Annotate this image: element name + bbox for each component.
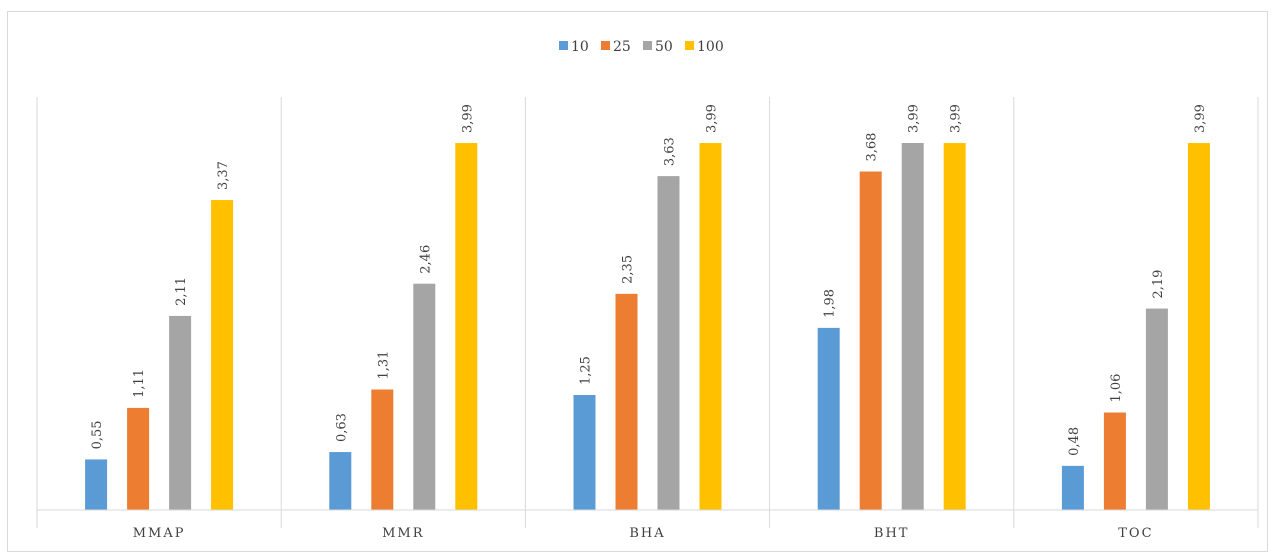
- data-label-toc-100: 3,99: [1193, 104, 1208, 133]
- bar-bht-100: [943, 143, 966, 510]
- data-label-bht-10: 1,98: [823, 289, 838, 318]
- bar-mmr-50: [413, 283, 436, 510]
- category-separators: [36, 97, 1259, 528]
- data-label-toc-25: 1,06: [1109, 374, 1124, 403]
- data-label-mmap-100: 3,37: [216, 161, 231, 190]
- data-label-bht-25: 3,68: [865, 133, 880, 162]
- data-label-bha-100: 3,99: [705, 104, 720, 133]
- category-label-bha: BHA: [629, 526, 665, 541]
- bar-mmap-100: [211, 200, 234, 510]
- legend-swatch: [685, 41, 694, 50]
- bar-mmr-100: [455, 143, 478, 510]
- bar-toc-25: [1103, 412, 1126, 510]
- legend-item-25: 25: [601, 39, 631, 55]
- data-label-toc-10: 0,48: [1067, 427, 1082, 456]
- bar-chart: 10 25 50 100 0,55 1,11 2,11 3,37 0,63 1,31 2,46 3,…: [36, 39, 1259, 541]
- legend-label: 50: [655, 39, 673, 55]
- category-labels: MMAP MMR BHA BHT TOC: [133, 526, 1153, 541]
- bar-bha-25: [615, 293, 638, 510]
- legend-item-100: 100: [685, 39, 724, 55]
- bar-toc-50: [1145, 308, 1168, 510]
- bar-bht-10: [817, 327, 840, 510]
- legend-item-10: 10: [559, 39, 589, 55]
- bar-bha-10: [573, 395, 596, 510]
- data-labels: 0,55 1,11 2,11 3,37 0,63 1,31 2,46 3,99 1,25 2,35…: [90, 104, 1208, 456]
- bar-mmap-10: [85, 459, 108, 510]
- bar-mmap-50: [169, 315, 192, 510]
- legend-swatch: [601, 41, 610, 50]
- category-label-mmr: MMR: [382, 526, 424, 541]
- data-label-toc-50: 2,19: [1151, 270, 1166, 299]
- data-label-bha-10: 1,25: [579, 356, 594, 385]
- legend-swatch: [559, 41, 568, 50]
- legend-item-50: 50: [643, 39, 673, 55]
- data-label-bha-50: 3,63: [663, 137, 678, 166]
- bar-mmr-25: [371, 389, 394, 510]
- bar-bha-100: [699, 143, 722, 510]
- bar-mmap-25: [127, 407, 150, 510]
- data-label-mmap-10: 0,55: [90, 420, 105, 449]
- category-label-mmap: MMAP: [133, 526, 186, 541]
- bar-bht-50: [901, 143, 924, 510]
- data-label-mmr-50: 2,46: [418, 245, 433, 274]
- data-label-mmr-10: 0,63: [334, 413, 349, 442]
- data-label-mmr-100: 3,99: [460, 104, 475, 133]
- bar-toc-10: [1061, 465, 1084, 510]
- legend: 10 25 50 100: [559, 39, 724, 55]
- legend-label: 25: [613, 39, 631, 55]
- bar-mmr-10: [329, 452, 352, 510]
- legend-swatch: [643, 41, 652, 50]
- category-label-bht: BHT: [874, 526, 910, 541]
- chart-frame: 10 25 50 100 0,55 1,11 2,11 3,37 0,63 1,31 2,46 3,…: [7, 11, 1268, 552]
- bar-toc-100: [1187, 143, 1210, 510]
- bar-bha-50: [657, 176, 680, 510]
- legend-label: 10: [571, 39, 589, 55]
- data-label-bha-25: 2,35: [621, 255, 636, 284]
- legend-label: 100: [697, 39, 724, 55]
- data-label-mmr-25: 1,31: [376, 351, 391, 380]
- data-label-bht-100: 3,99: [949, 104, 964, 133]
- data-label-mmap-50: 2,11: [174, 277, 189, 306]
- data-label-mmap-25: 1,11: [132, 369, 147, 398]
- bars: [85, 143, 1210, 510]
- bar-bht-25: [859, 171, 882, 510]
- data-label-bht-50: 3,99: [907, 104, 922, 133]
- category-label-toc: TOC: [1118, 526, 1153, 541]
